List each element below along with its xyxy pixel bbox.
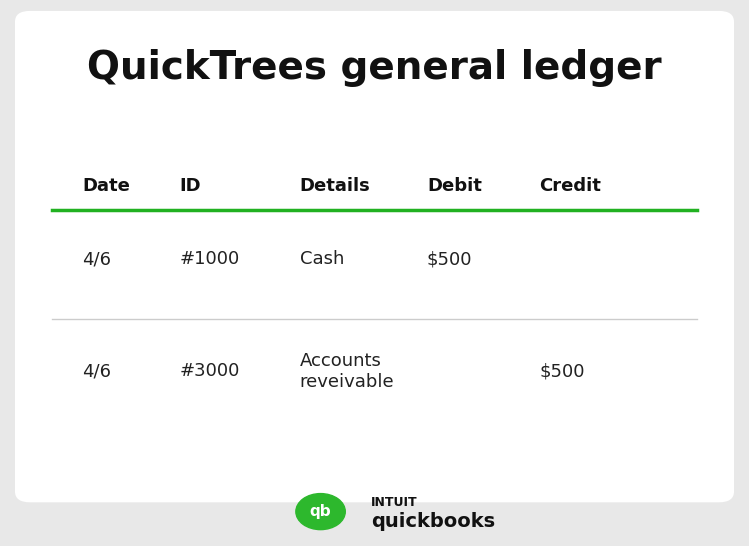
Text: 4/6: 4/6	[82, 363, 112, 380]
Text: ID: ID	[180, 177, 201, 194]
Text: qb: qb	[310, 504, 331, 519]
Text: 4/6: 4/6	[82, 251, 112, 268]
Text: $500: $500	[539, 363, 585, 380]
Text: #1000: #1000	[180, 251, 240, 268]
Text: Date: Date	[82, 177, 130, 194]
Text: Debit: Debit	[427, 177, 482, 194]
FancyBboxPatch shape	[15, 11, 734, 502]
Text: Accounts
reveivable: Accounts reveivable	[300, 352, 394, 391]
Circle shape	[296, 494, 345, 530]
Text: Details: Details	[300, 177, 370, 194]
Text: #3000: #3000	[180, 363, 240, 380]
Text: Credit: Credit	[539, 177, 601, 194]
Text: $500: $500	[427, 251, 473, 268]
Text: QuickTrees general ledger: QuickTrees general ledger	[87, 49, 662, 87]
Text: INTUIT: INTUIT	[371, 496, 417, 509]
Text: quickbooks: quickbooks	[371, 512, 495, 531]
Text: Cash: Cash	[300, 251, 344, 268]
